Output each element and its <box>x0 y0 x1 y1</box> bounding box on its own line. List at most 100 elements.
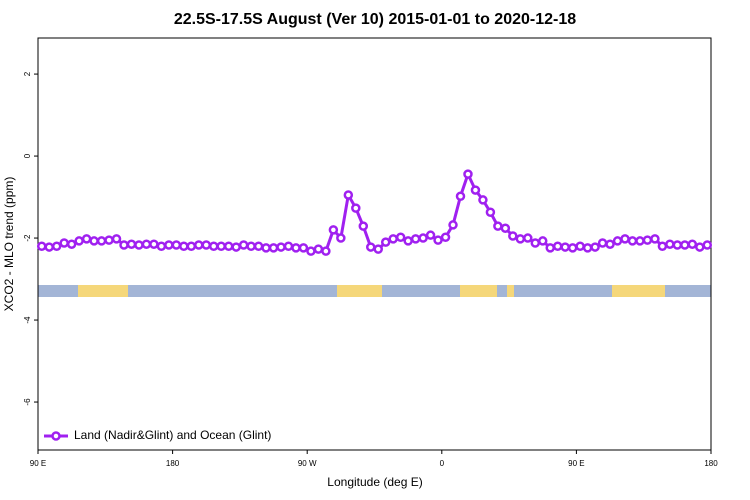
point <box>523 233 533 243</box>
point <box>96 236 107 246</box>
point <box>343 190 354 200</box>
point <box>582 243 593 253</box>
x-axis-label: Longitude (deg E) <box>327 475 422 489</box>
legend-label: Land (Nadir&Glint) and Ocean (Glint) <box>74 428 271 442</box>
point <box>59 238 69 248</box>
point <box>119 240 129 250</box>
y-tick-label: -6 <box>23 398 32 406</box>
point <box>246 241 256 252</box>
point <box>306 246 316 256</box>
point <box>291 243 301 253</box>
point <box>642 235 653 245</box>
legend-marker <box>51 431 61 441</box>
y-axis-label: XCO2 - MLO trend (ppm) <box>2 177 16 312</box>
point <box>612 236 623 246</box>
point <box>89 236 99 246</box>
point <box>455 191 466 201</box>
x-tick-label: 0 <box>440 459 445 468</box>
point <box>395 232 406 242</box>
point <box>508 231 518 241</box>
point <box>201 240 211 250</box>
point <box>51 241 62 252</box>
series-line <box>41 170 708 253</box>
point <box>366 242 376 252</box>
y-tick-label: -4 <box>23 316 32 324</box>
x-tick-label: 180 <box>704 459 718 468</box>
point <box>208 241 219 252</box>
point <box>328 225 339 235</box>
point <box>463 169 473 179</box>
point <box>493 221 503 231</box>
point <box>223 241 234 252</box>
point <box>216 241 226 252</box>
point <box>179 241 189 252</box>
y-tick-label: 2 <box>23 71 32 76</box>
point <box>298 243 309 253</box>
point <box>403 236 413 246</box>
point <box>111 234 122 244</box>
x-tick-label: 180 <box>166 459 180 468</box>
chart-title: 22.5S-17.5S August (Ver 10) 2015-01-01 t… <box>174 11 576 28</box>
point <box>373 244 383 254</box>
point <box>448 220 458 230</box>
point <box>687 239 698 249</box>
point <box>702 240 713 250</box>
point <box>238 240 249 250</box>
point <box>44 242 54 252</box>
point <box>567 243 578 253</box>
point <box>126 239 137 249</box>
y-tick-label: 0 <box>23 153 32 158</box>
point <box>620 234 630 244</box>
point <box>313 244 324 254</box>
point <box>358 221 369 231</box>
point <box>410 234 421 244</box>
point <box>657 241 668 252</box>
point <box>164 240 174 250</box>
land-ocean-band <box>38 285 711 297</box>
point <box>66 239 77 249</box>
point <box>261 243 271 253</box>
point <box>268 243 279 253</box>
point <box>388 234 398 244</box>
point <box>171 240 182 250</box>
point <box>575 241 585 252</box>
point <box>194 240 204 250</box>
x-tick-label: 90 W <box>298 459 317 468</box>
point <box>156 241 167 252</box>
point <box>134 240 144 250</box>
x-tick-label: 90 E <box>30 459 46 468</box>
point <box>552 241 563 252</box>
point <box>36 241 47 252</box>
point <box>425 230 436 240</box>
point <box>141 239 152 249</box>
point <box>104 235 114 245</box>
point <box>276 242 286 252</box>
point <box>186 241 197 252</box>
point <box>627 236 638 246</box>
point <box>672 240 683 250</box>
point <box>149 239 159 249</box>
point <box>597 238 608 248</box>
point <box>560 242 570 252</box>
point <box>530 238 541 248</box>
point <box>253 241 264 252</box>
x-tick-label: 90 E <box>568 459 584 468</box>
point <box>440 232 451 242</box>
point <box>470 185 481 195</box>
point <box>81 234 92 244</box>
point <box>283 241 294 252</box>
point <box>590 242 600 252</box>
point <box>380 237 391 247</box>
point <box>650 234 660 244</box>
point <box>665 239 675 249</box>
point <box>321 246 331 256</box>
point <box>336 233 346 243</box>
point <box>351 203 361 213</box>
point <box>500 223 511 233</box>
point <box>538 236 548 246</box>
point <box>418 233 428 243</box>
point <box>478 195 488 205</box>
y-tick-label: -2 <box>23 234 32 242</box>
point <box>605 239 615 249</box>
